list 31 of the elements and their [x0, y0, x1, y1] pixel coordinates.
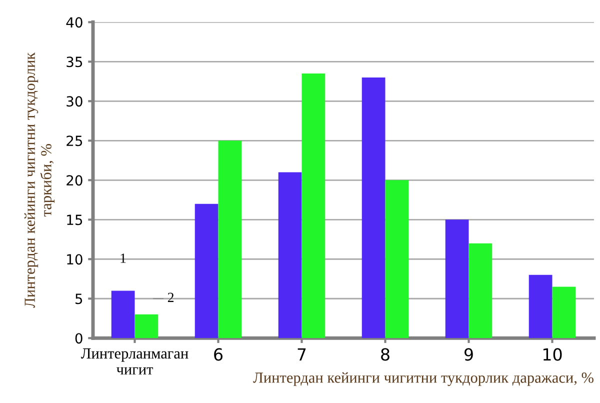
x-tick-label: 8: [381, 348, 390, 361]
bar: [385, 180, 409, 338]
text: 1: [120, 254, 126, 263]
y-tick-label: 20: [66, 175, 82, 186]
series-label: 2: [168, 292, 174, 302]
y-tick-label: 25: [66, 136, 82, 146]
bar: [218, 140, 242, 338]
x-tick-label: 10: [543, 348, 562, 361]
bar: [468, 243, 492, 338]
bar: [194, 204, 218, 338]
bar: [362, 77, 386, 338]
y-tick-label: 0: [75, 333, 82, 344]
bar: [302, 74, 326, 338]
y-axis-title: Линтердан кейинги чигитни тукдорлик таркиби, %: [24, 52, 54, 308]
y-tick-label: 5: [76, 294, 82, 304]
x-tick-label: 7: [298, 348, 306, 361]
x-tick-label: 9: [464, 348, 473, 361]
bar: [552, 286, 576, 338]
x-tick-label: Линтерланмаган чигит: [81, 348, 188, 374]
x-tick-label: 6: [214, 348, 223, 361]
y-tick-label: 30: [66, 96, 82, 107]
x-axis-title: Линтердан кейинги чигитни тукдорлик даражаси, %: [253, 372, 594, 386]
y-tick-label: 10: [67, 254, 82, 265]
y-tick-label: 40: [66, 17, 82, 28]
bar: [445, 220, 469, 338]
bar: [111, 290, 135, 338]
bar: [278, 172, 302, 338]
bar: [528, 274, 552, 338]
y-tick-label: 35: [66, 56, 82, 68]
y-tick-label: 15: [67, 214, 82, 226]
bar: [134, 314, 158, 338]
